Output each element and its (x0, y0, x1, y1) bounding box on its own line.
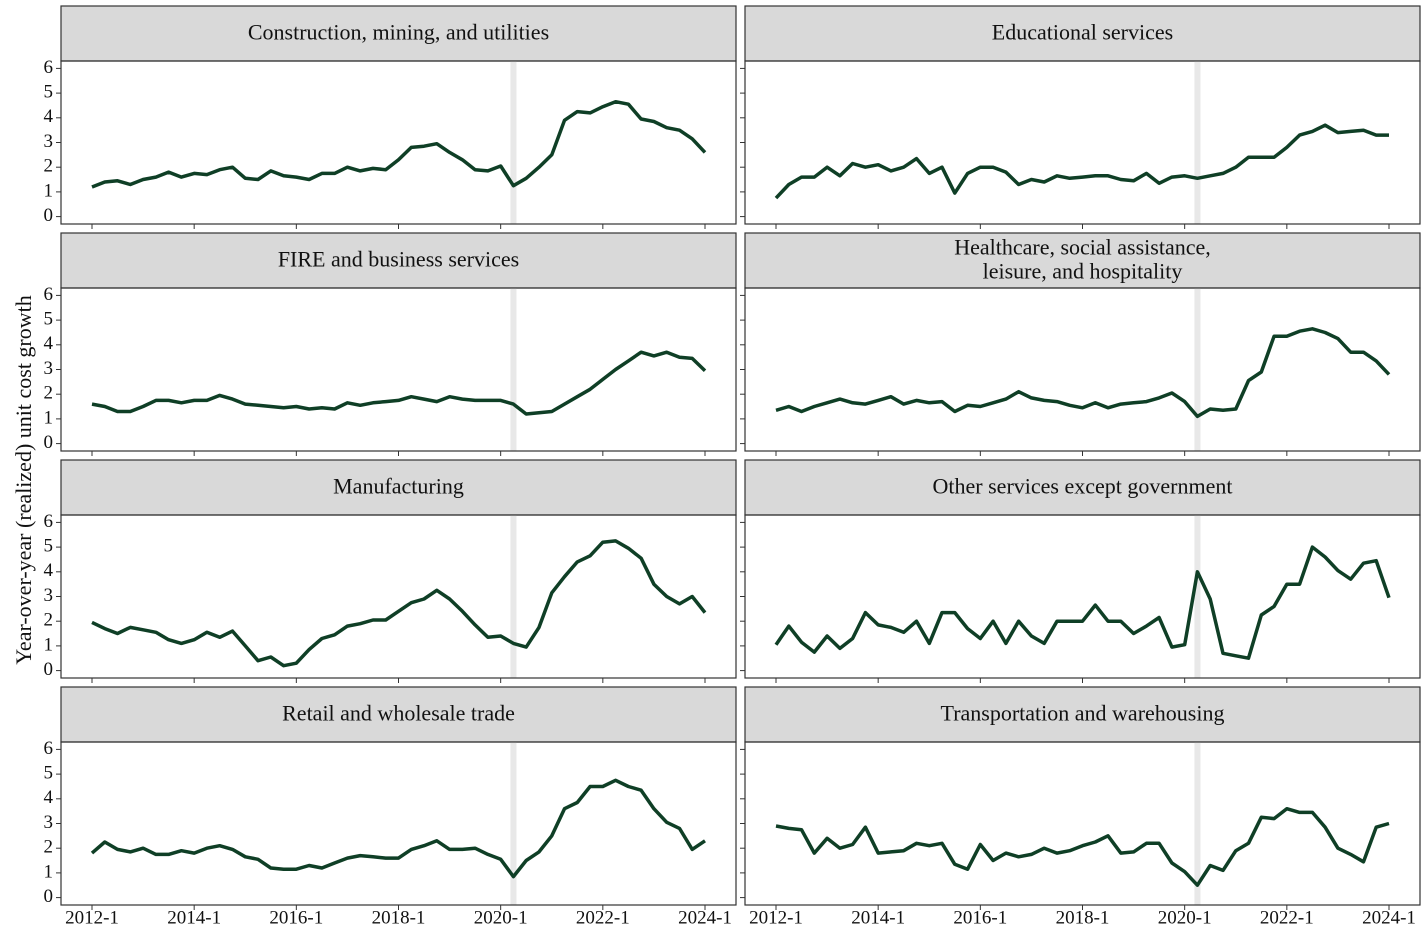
strip (744, 459, 1421, 516)
series-line (91, 539, 707, 668)
x-tick-label: 2022-1 (576, 907, 630, 928)
y-tick-label: 6 (44, 57, 54, 78)
y-tick-label: 1 (44, 180, 54, 201)
panel-border (744, 741, 1421, 906)
highlight-band (510, 515, 517, 678)
x-tick-label: 2016-1 (269, 907, 323, 928)
series-line (91, 350, 707, 416)
y-tick-label: 6 (44, 284, 54, 305)
x-tick-label: 2022-1 (1260, 907, 1314, 928)
y-axis-label: Year-over-year (realized) unit cost grow… (11, 295, 36, 665)
y-tick-label: 3 (44, 131, 54, 152)
y-tick-label: 4 (44, 787, 54, 808)
x-tick-label: 2020-1 (474, 907, 528, 928)
panel-border (60, 60, 737, 225)
panel-title: Healthcare, social assistance, leisure, a… (954, 235, 1211, 284)
highlight-band (1194, 742, 1201, 905)
panel-border (744, 514, 1421, 679)
y-tick-label: 5 (44, 535, 54, 556)
y-tick-label: 4 (44, 333, 54, 354)
series-line (91, 99, 707, 189)
panel-title: Construction, mining, and utilities (248, 20, 549, 45)
panel-title: Transportation and warehousing (941, 701, 1225, 726)
y-tick-label: 1 (44, 861, 54, 882)
y-tick-label: 2 (44, 837, 54, 858)
panel-title: Manufacturing (333, 474, 464, 499)
panel-border (60, 287, 737, 452)
panel-title: Retail and wholesale trade (282, 701, 515, 726)
highlight-band (510, 288, 517, 451)
series-line (774, 123, 1389, 200)
strip (60, 686, 737, 743)
x-tick-label: 2020-1 (1158, 907, 1212, 928)
y-tick-label: 3 (44, 585, 54, 606)
y-tick-label: 4 (44, 106, 54, 127)
highlight-band (1194, 61, 1201, 224)
series-line (775, 806, 1390, 887)
y-tick-label: 3 (44, 812, 54, 833)
highlight-band (1194, 288, 1201, 451)
y-tick-label: 5 (44, 762, 54, 783)
x-tick-label: 2024-1 (1362, 907, 1416, 928)
y-tick-label: 0 (44, 432, 54, 453)
x-tick-label: 2018-1 (372, 907, 426, 928)
series-line (774, 545, 1391, 660)
highlight-band (1194, 515, 1201, 678)
panel-title: FIRE and business services (278, 247, 519, 272)
y-tick-label: 1 (44, 407, 54, 428)
panel-border (60, 514, 737, 679)
strip (744, 232, 1421, 289)
panel-border (744, 60, 1421, 225)
panel-border (60, 741, 737, 906)
highlight-band (510, 742, 517, 905)
panel-border (744, 287, 1421, 452)
series-line (775, 327, 1391, 419)
y-tick-label: 1 (44, 634, 54, 655)
panel-title: Other services except government (933, 474, 1233, 499)
x-tick-label: 2024-1 (678, 907, 732, 928)
x-tick-label: 2012-1 (65, 907, 119, 928)
x-tick-label: 2018-1 (1056, 907, 1110, 928)
y-tick-label: 0 (44, 659, 54, 680)
strip (60, 5, 737, 62)
x-tick-label: 2012-1 (749, 907, 803, 928)
x-tick-label: 2014-1 (851, 907, 905, 928)
y-tick-label: 2 (44, 610, 54, 631)
series-line (90, 778, 706, 879)
y-tick-label: 5 (44, 81, 54, 102)
y-tick-label: 3 (44, 358, 54, 379)
y-tick-label: 2 (44, 383, 54, 404)
x-tick-label: 2016-1 (953, 907, 1007, 928)
strip (744, 5, 1421, 62)
y-tick-label: 4 (44, 560, 54, 581)
y-tick-label: 0 (44, 205, 54, 226)
y-tick-label: 6 (44, 511, 54, 532)
panel-title: Educational services (992, 20, 1173, 45)
y-tick-label: 6 (44, 738, 54, 759)
highlight-band (510, 61, 517, 224)
y-tick-label: 2 (44, 156, 54, 177)
y-tick-label: 5 (44, 308, 54, 329)
strip (60, 459, 737, 516)
y-tick-label: 0 (44, 886, 54, 907)
x-tick-label: 2014-1 (167, 907, 221, 928)
